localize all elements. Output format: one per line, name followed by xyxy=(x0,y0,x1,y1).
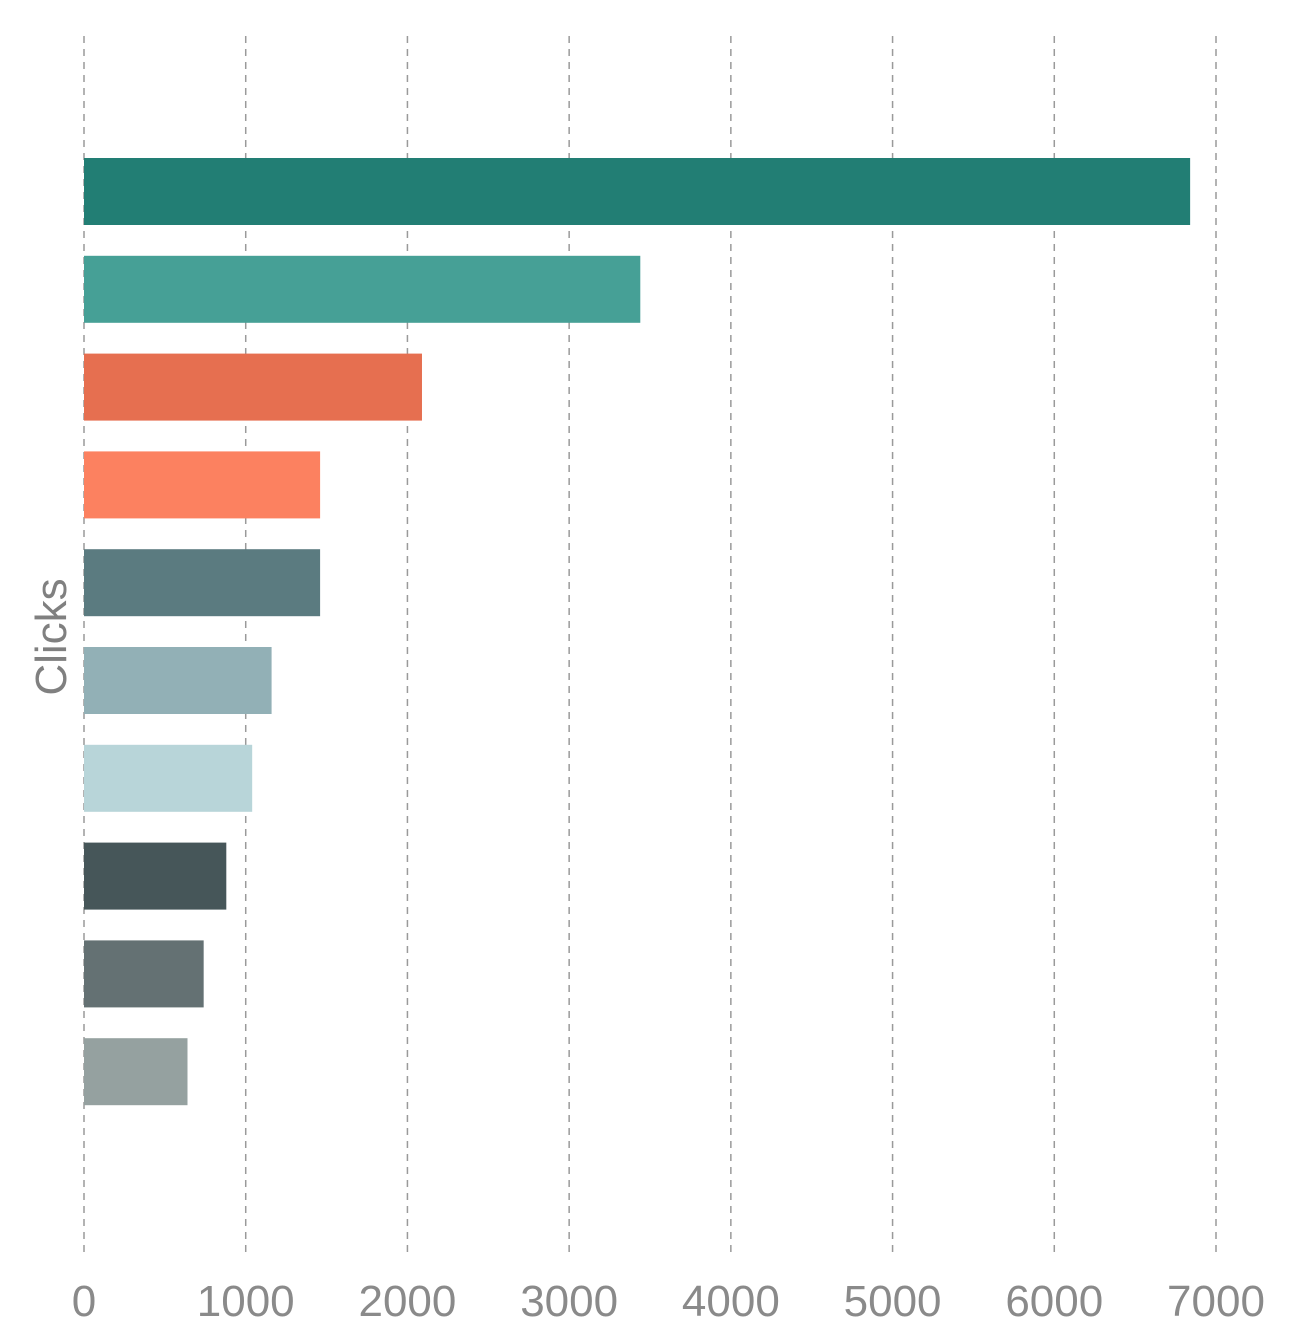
x-tick-labels: 0 1000 2000 3000 4000 5000 6000 7000 xyxy=(72,1277,1265,1326)
x-tick-label: 3000 xyxy=(520,1277,618,1326)
x-tick-label: 6000 xyxy=(1005,1277,1103,1326)
bar-8 xyxy=(84,842,227,910)
bar-6 xyxy=(84,647,272,714)
bar-4 xyxy=(84,451,321,519)
bar-1 xyxy=(84,158,1191,225)
bar-10 xyxy=(84,1038,188,1106)
x-tick-label: 2000 xyxy=(358,1277,456,1326)
bar-3 xyxy=(84,353,422,421)
x-tick-label: 0 xyxy=(72,1277,96,1326)
x-tick-label: 7000 xyxy=(1167,1277,1265,1326)
x-tick-label: 4000 xyxy=(682,1277,780,1326)
bars xyxy=(84,158,1191,1106)
x-tick-label: 1000 xyxy=(197,1277,295,1326)
x-tick-label: 5000 xyxy=(844,1277,942,1326)
bar-7 xyxy=(84,744,253,812)
bar-9 xyxy=(84,940,204,1008)
y-axis-label: Clicks xyxy=(27,578,76,695)
bar-2 xyxy=(84,255,641,323)
bar-5 xyxy=(84,549,321,617)
